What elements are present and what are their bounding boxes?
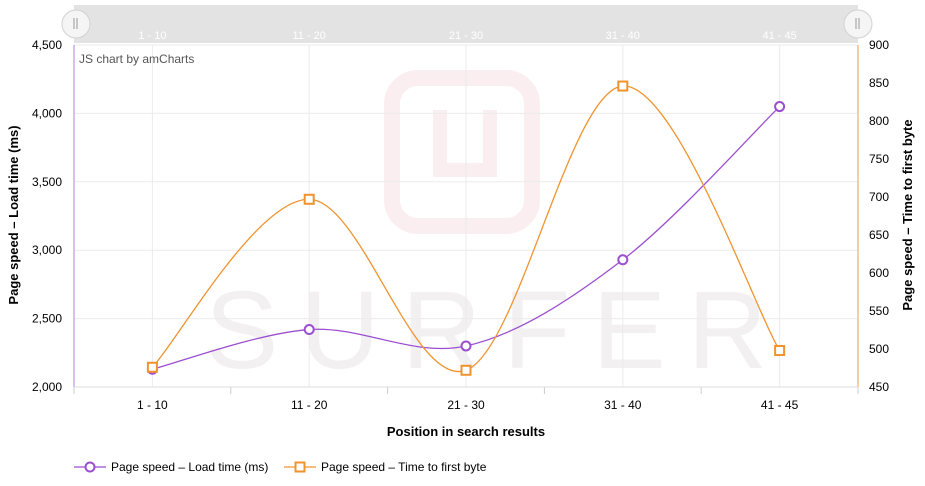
y-left-tick-label: 4,000 bbox=[32, 106, 62, 120]
y-right-tick-label: 650 bbox=[869, 228, 889, 242]
series-1-point[interactable] bbox=[617, 254, 629, 266]
series-line-1[interactable] bbox=[152, 106, 781, 370]
y-right-tick-label: 750 bbox=[869, 152, 889, 166]
chart-credit[interactable]: JS chart by amCharts bbox=[79, 52, 194, 66]
series-2-point[interactable] bbox=[146, 361, 158, 373]
y-right-tick-label: 850 bbox=[869, 76, 889, 90]
y-left-tick-label: 4,500 bbox=[32, 38, 62, 52]
legend-item-2[interactable]: Page speed – Time to first byte bbox=[284, 460, 487, 474]
series-2-point[interactable] bbox=[617, 80, 629, 92]
series-layer bbox=[146, 80, 786, 376]
scrollbar-category-label: 41 - 45 bbox=[762, 30, 796, 42]
legend: Page speed – Load time (ms) Page speed – … bbox=[74, 460, 487, 474]
scrollbar-category-label: 1 - 10 bbox=[138, 30, 166, 42]
y-left-tick-label: 3,000 bbox=[32, 243, 62, 257]
scrollbar-left-grip[interactable] bbox=[61, 9, 91, 39]
scrollbar-category-label: 21 - 30 bbox=[449, 30, 483, 42]
scrollbar[interactable]: 1 - 10 11 - 20 21 - 30 31 - 40 41 - 45 bbox=[61, 5, 873, 43]
y-right-tick-label: 450 bbox=[869, 380, 889, 394]
y-right-tick-label: 500 bbox=[869, 342, 889, 356]
y-right-tick-label: 700 bbox=[869, 190, 889, 204]
watermark-logo: SURFER bbox=[205, 70, 789, 392]
axes: 2,000 2,500 3,000 3,500 4,000 4,500 450 500 550 6… bbox=[32, 38, 889, 412]
y-left-tick-label: 2,500 bbox=[32, 312, 62, 326]
y-left-tick-label: 2,000 bbox=[32, 380, 62, 394]
x-tick-label: 11 - 20 bbox=[291, 398, 328, 412]
series-1-point[interactable] bbox=[774, 101, 786, 113]
legend-marker bbox=[84, 461, 96, 473]
legend-label: Page speed – Load time (ms) bbox=[111, 460, 268, 474]
x-tick-label: 31 - 40 bbox=[604, 398, 642, 412]
y-right-tick-label: 900 bbox=[869, 38, 889, 52]
legend-label: Page speed – Time to first byte bbox=[321, 460, 487, 474]
scrollbar-track[interactable] bbox=[74, 5, 858, 43]
x-tick-label: 21 - 30 bbox=[447, 398, 485, 412]
scrollbar-category-label: 11 - 20 bbox=[292, 30, 325, 42]
series-2-point[interactable] bbox=[774, 345, 786, 357]
x-axis-title: Position in search results bbox=[387, 424, 545, 439]
watermark-text: SURFER bbox=[205, 269, 789, 392]
y-right-tick-label: 600 bbox=[869, 266, 889, 280]
x-tick-label: 41 - 45 bbox=[761, 398, 799, 412]
series-1-point[interactable] bbox=[460, 340, 472, 352]
y-right-tick-label: 800 bbox=[869, 114, 889, 128]
y-left-axis-title: Page speed – Load time (ms) bbox=[6, 125, 21, 304]
legend-item-1[interactable]: Page speed – Load time (ms) bbox=[74, 460, 268, 474]
y-left-tick-label: 3,500 bbox=[32, 175, 62, 189]
legend-marker bbox=[294, 461, 306, 473]
scrollbar-category-label: 31 - 40 bbox=[606, 30, 640, 42]
series-1-point[interactable] bbox=[303, 324, 315, 336]
series-line-2[interactable] bbox=[151, 85, 781, 373]
series-2-point[interactable] bbox=[460, 364, 472, 376]
scrollbar-right-grip[interactable] bbox=[843, 9, 873, 39]
x-tick-label: 1 - 10 bbox=[137, 398, 168, 412]
series-2-point[interactable] bbox=[303, 193, 315, 205]
y-right-tick-label: 550 bbox=[869, 304, 889, 318]
scrollbar-labels: 1 - 10 11 - 20 21 - 30 31 - 40 41 - 45 bbox=[138, 30, 796, 42]
y-right-axis-title: Page speed – Time to first byte bbox=[900, 119, 915, 310]
